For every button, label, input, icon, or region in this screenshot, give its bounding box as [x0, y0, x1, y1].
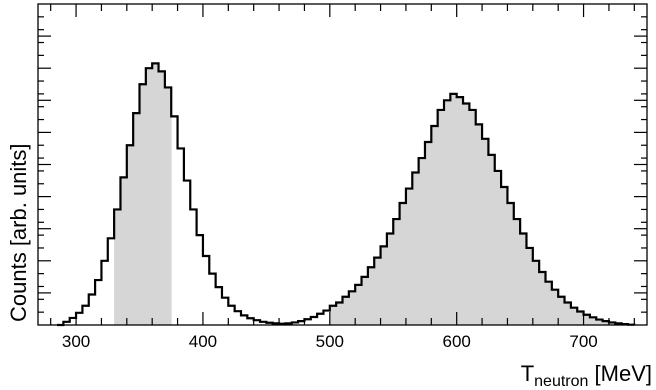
shaded-bin — [577, 311, 584, 325]
x-axis-title-main: T — [521, 361, 534, 386]
x-tick-label: 500 — [316, 332, 344, 351]
x-tick-label: 700 — [569, 332, 597, 351]
shaded-bin — [158, 71, 166, 325]
shaded-bin — [532, 260, 540, 325]
x-axis-title: Tneutron [MeV] — [521, 361, 652, 390]
shaded-bin — [418, 158, 426, 325]
shaded-bin — [564, 302, 572, 325]
shaded-bin — [463, 103, 470, 325]
shaded-bin — [475, 124, 483, 325]
shaded-bin — [348, 291, 356, 325]
shaded-bin — [399, 203, 407, 325]
shaded-bin — [342, 296, 350, 325]
shaded-bin — [450, 93, 458, 325]
axis-ticks — [38, 4, 647, 325]
shaded-bin — [513, 219, 521, 325]
shaded-bin — [570, 307, 578, 325]
shaded-bin — [405, 188, 413, 325]
shaded-bin — [469, 109, 477, 326]
shaded-bin — [431, 125, 439, 325]
x-tick-label: 300 — [62, 332, 90, 351]
shaded-bin — [551, 289, 559, 325]
shaded-bin — [526, 247, 534, 325]
shaded-bin — [152, 63, 159, 325]
shaded-bin — [386, 233, 394, 325]
shaded-bin — [380, 246, 388, 325]
shaded-bin — [120, 177, 128, 325]
x-tick-label: 400 — [189, 332, 217, 351]
shaded-bin — [558, 296, 565, 325]
shaded-bin — [126, 145, 134, 325]
shaded-bin — [482, 138, 489, 325]
shaded-bin — [336, 302, 343, 325]
x-axis-title-unit: [MeV] — [588, 361, 652, 386]
shaded-bin — [488, 154, 496, 325]
shaded-bin — [602, 321, 610, 325]
shaded-bin — [608, 322, 616, 325]
shaded-bin — [361, 276, 369, 325]
shaded-bin — [501, 186, 508, 325]
shaded-bin — [139, 84, 147, 325]
x-tick-label: 600 — [443, 332, 471, 351]
shaded-bin — [374, 257, 381, 325]
shaded-bin — [589, 317, 597, 325]
shaded-bin — [539, 272, 546, 325]
shaded-bin — [456, 97, 464, 325]
x-tick-labels: 300 400 500 600 700 — [62, 332, 598, 351]
shaded-bin — [545, 281, 553, 325]
x-axis-title-subscript: neutron — [534, 373, 588, 390]
y-axis-title: Counts [arb. units] — [6, 143, 31, 322]
shaded-bin — [424, 142, 432, 325]
shaded-bin — [393, 219, 400, 325]
shaded-bin — [494, 170, 502, 325]
shaded-bin — [367, 267, 375, 325]
histogram-outline — [57, 62, 636, 327]
shaded-bin — [133, 113, 140, 325]
shaded-bin — [437, 109, 445, 326]
shaded-bin — [329, 305, 337, 325]
shaded-bin — [355, 284, 362, 325]
shaded-bin — [583, 314, 591, 325]
shaded-bin — [145, 68, 153, 325]
shaded-bin — [164, 87, 172, 326]
shaded-bin — [520, 233, 527, 325]
shaded-bin — [444, 100, 451, 325]
shaded-bin — [114, 209, 121, 325]
shaded-fill-layer — [114, 63, 635, 326]
shaded-bin — [596, 319, 603, 325]
shaded-bin — [507, 203, 515, 325]
shaded-bin — [412, 172, 420, 325]
plot-frame — [37, 3, 648, 326]
